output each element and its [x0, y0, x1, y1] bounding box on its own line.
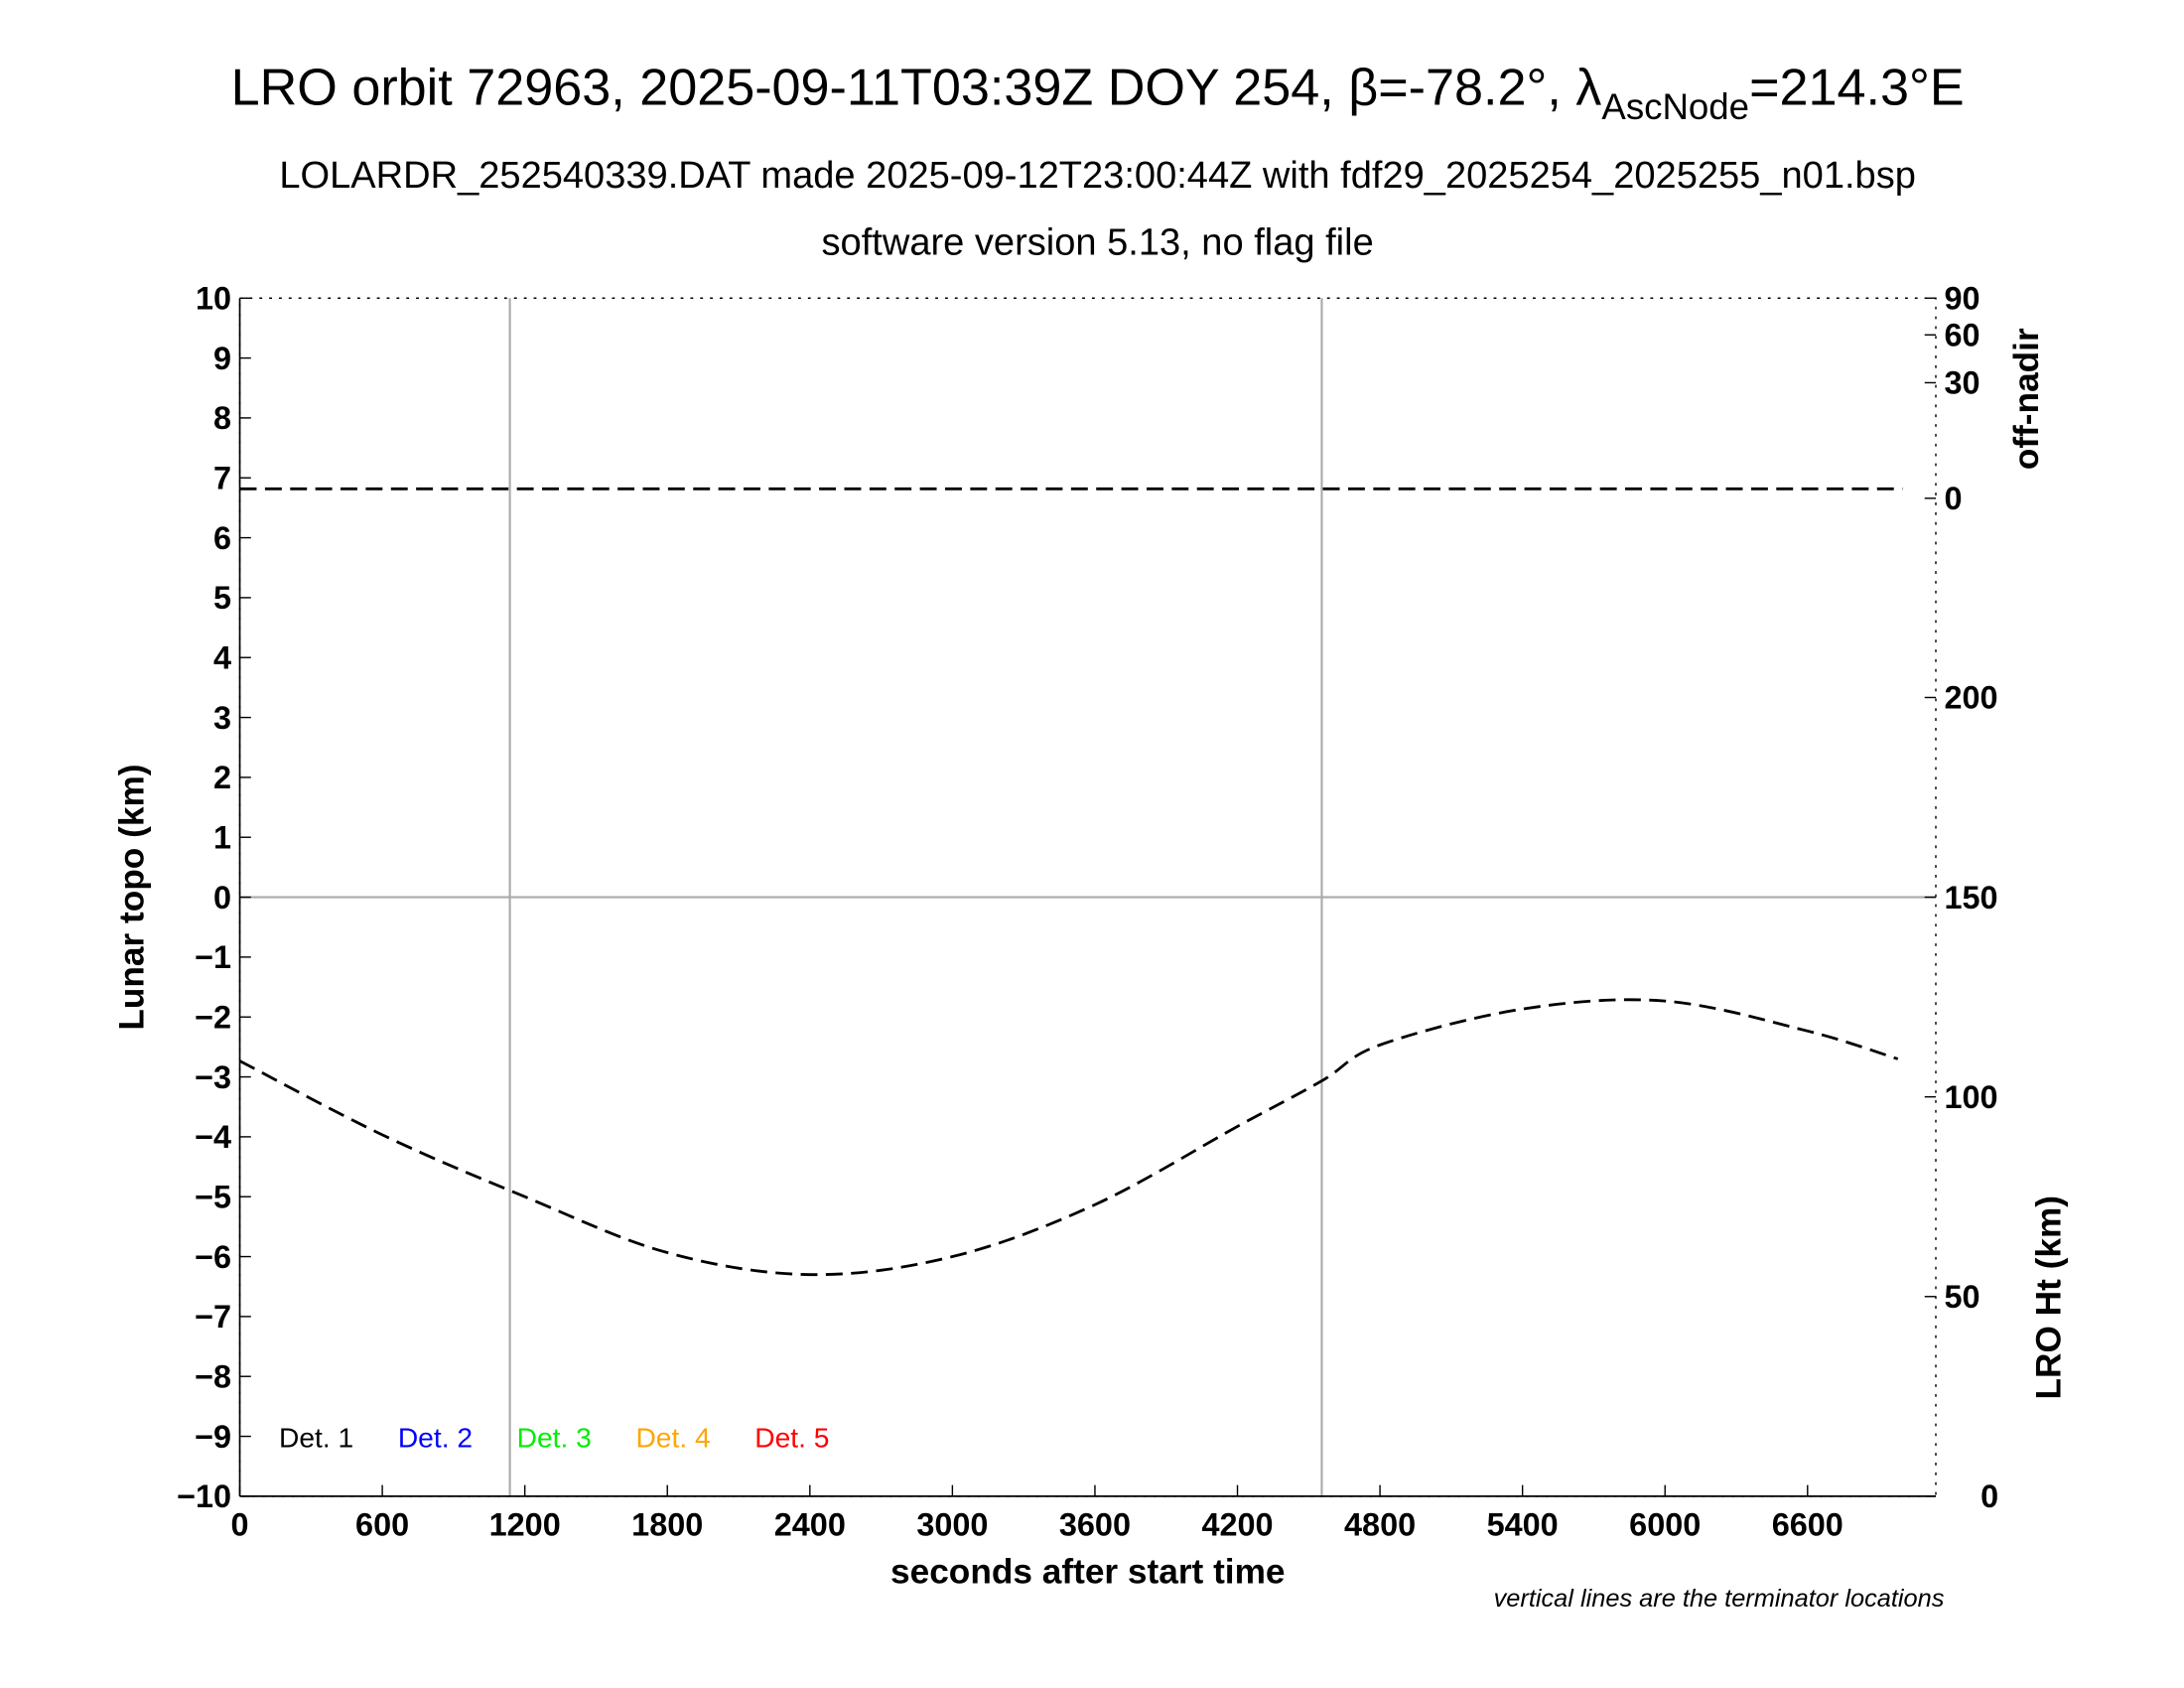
- off-nadir-tick-label: 60: [1944, 318, 1979, 353]
- lro-height-line: [238, 998, 1899, 1277]
- x-tick-label: 6000: [1629, 1506, 1701, 1542]
- x-tick-label: 1200: [489, 1506, 561, 1542]
- y-axis-label-off-nadir: off-nadir: [2007, 328, 2046, 470]
- x-tick-label: 5400: [1487, 1506, 1559, 1542]
- y-tick-label: 10: [196, 281, 231, 317]
- y-axis-label-left: Lunar topo (km): [112, 764, 151, 1030]
- lro-ht-tick-label: 50: [1944, 1279, 1979, 1315]
- y-tick-label: −9: [195, 1419, 231, 1455]
- y-tick-label: 8: [213, 400, 231, 436]
- y-tick-label: −3: [195, 1059, 231, 1095]
- legend-item-det-2: Det. 2: [398, 1422, 473, 1454]
- y-tick-label: −10: [177, 1478, 231, 1514]
- lro-ht-tick-label: 150: [1944, 880, 1997, 915]
- lro-ht-tick-label: 0: [1980, 1478, 1998, 1514]
- chart-subtitle-2: software version 5.13, no flag file: [822, 222, 1374, 264]
- x-tick-label: 600: [355, 1506, 409, 1542]
- y-tick-label: −6: [195, 1239, 231, 1275]
- x-tick-label: 1800: [631, 1506, 703, 1542]
- lro-ht-tick-label: 100: [1944, 1079, 1997, 1115]
- y-axis-label-lro-ht: LRO Ht (km): [2029, 1196, 2068, 1400]
- x-axis-label: seconds after start time: [890, 1552, 1286, 1591]
- x-tick-label: 4200: [1201, 1506, 1273, 1542]
- chart-subtitle-1: LOLARDR_252540339.DAT made 2025-09-12T23…: [279, 155, 1916, 197]
- x-tick-label: 3000: [916, 1506, 988, 1542]
- legend-item-det-3: Det. 3: [517, 1422, 592, 1454]
- y-tick-label: −7: [195, 1299, 231, 1335]
- x-tick-label: 0: [231, 1506, 249, 1542]
- y-tick-label: 7: [213, 461, 231, 496]
- lro-ht-tick-label: 200: [1944, 680, 1997, 716]
- x-tick-label: 6600: [1772, 1506, 1843, 1542]
- legend-item-det-5: Det. 5: [754, 1422, 829, 1454]
- y-tick-label: −1: [195, 939, 231, 975]
- y-tick-label: 0: [213, 880, 231, 915]
- y-tick-label: 2: [213, 760, 231, 795]
- y-tick-label: 1: [213, 820, 231, 856]
- y-tick-label: 4: [213, 640, 231, 676]
- y-tick-label: 3: [213, 700, 231, 736]
- y-tick-label: 5: [213, 580, 231, 616]
- x-tick-label: 2400: [774, 1506, 846, 1542]
- legend-item-det-4: Det. 4: [635, 1422, 710, 1454]
- x-tick-label: 4800: [1344, 1506, 1416, 1542]
- y-tick-label: −8: [195, 1358, 231, 1394]
- y-tick-label: 6: [213, 520, 231, 556]
- terminator-note: vertical lines are the terminator locati…: [1494, 1585, 1945, 1613]
- x-tick-label: 3600: [1059, 1506, 1131, 1542]
- off-nadir-tick-label: 0: [1944, 481, 1962, 516]
- plot-area: 0 600 1200 1800 2400 3000 3600 4200 4800 5400 6000…: [177, 281, 1998, 1543]
- y-tick-label: −5: [195, 1180, 231, 1215]
- y-tick-label: −4: [195, 1119, 231, 1155]
- off-nadir-tick-label: 90: [1944, 281, 1979, 317]
- y-tick-label: −2: [195, 1000, 231, 1036]
- chart-title: LRO orbit 72963, 2025-09-11T03:39Z DOY 2…: [231, 60, 1965, 127]
- legend-item-det-1: Det. 1: [279, 1422, 353, 1454]
- off-nadir-tick-label: 30: [1944, 365, 1979, 401]
- y-tick-label: 9: [213, 341, 231, 376]
